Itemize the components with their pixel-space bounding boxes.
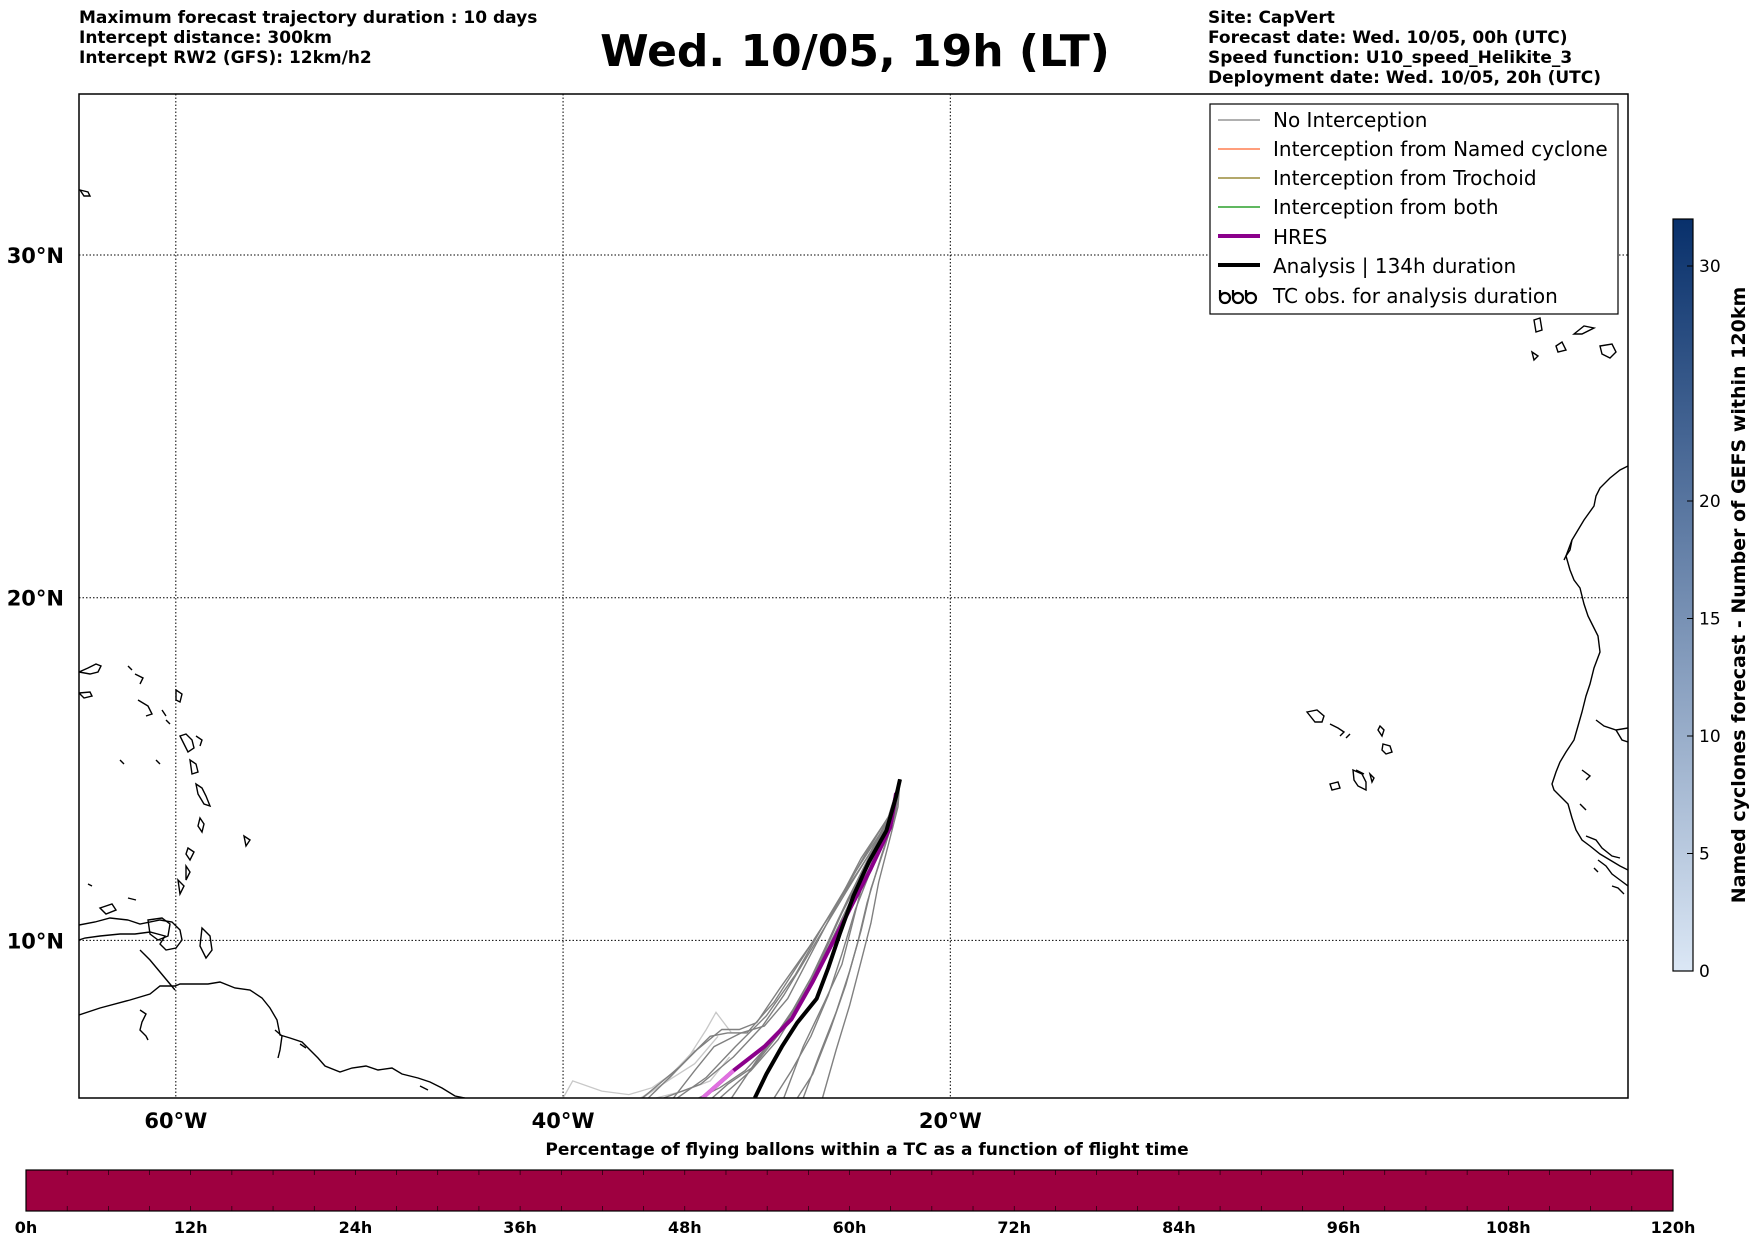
hbar-tick-label: 48h [668, 1218, 702, 1237]
ensemble-track [698, 779, 901, 1098]
hbar-tick-label: 84h [1162, 1218, 1196, 1237]
colorbar-tick-label: 0 [1699, 962, 1710, 982]
lon-labels: 60°W 40°W 20°W [144, 1109, 981, 1133]
ensemble-track [641, 779, 901, 1098]
analysis-track [752, 778, 902, 1098]
lon-tick-label: 40°W [532, 1109, 595, 1133]
legend-label-named-cyclone: Interception from Named cyclone [1273, 137, 1608, 161]
legend-label-hres: HRES [1273, 225, 1327, 249]
hbar-tick-label: 24h [339, 1218, 373, 1237]
hbar-tick-label: 12h [174, 1218, 208, 1237]
intercept-rw2-text: Intercept RW2 (GFS): 12km/h2 [79, 48, 372, 68]
legend-label-no-interception: No Interception [1273, 108, 1427, 132]
colorbar-vertical: 0 5 10 15 20 30 Named cyclones forecast - Num… [1672, 218, 1750, 982]
site-text: Site: CapVert [1208, 8, 1335, 28]
lat-tick-label: 20°N [7, 587, 64, 611]
hres-track [701, 792, 899, 1098]
deployment-date-text: Deployment date: Wed. 10/05, 20h (UTC) [1208, 68, 1602, 88]
colorbar-gradient [1672, 218, 1694, 972]
ensemble-track [672, 779, 901, 1098]
hbar-ticks: 0h 12h 24h 36h 48h 60h 72h 84h 96h 108h 120h [15, 1170, 1696, 1237]
hbar-tick-label: 60h [833, 1218, 867, 1237]
hbar-tick-label: 120h [1651, 1218, 1696, 1237]
hbar-fill [25, 1169, 1674, 1212]
legend-label-both: Interception from both [1273, 195, 1499, 219]
colorbar-tick-label: 30 [1699, 257, 1721, 277]
trajectory-tracks [562, 778, 902, 1098]
hbar-title: Percentage of flying ballons within a TC… [545, 1140, 1188, 1160]
hbar-tick-label: 72h [997, 1218, 1031, 1237]
legend-label-tc-obs: TC obs. for analysis duration [1272, 284, 1558, 308]
speed-function-text: Speed function: U10_speed_Helikite_3 [1208, 48, 1573, 68]
hbar-tick-label: 108h [1486, 1218, 1531, 1237]
colorbar-tick-label: 20 [1699, 492, 1721, 512]
colorbar-tick-label: 15 [1699, 610, 1721, 630]
lat-tick-label: 30°N [7, 244, 64, 268]
header-left-info: Maximum forecast trajectory duration : 1… [79, 8, 537, 68]
page-title: Wed. 10/05, 19h (LT) [600, 26, 1110, 77]
tc-symbol-icon [1218, 290, 1258, 305]
legend-label-analysis: Analysis | 134h duration [1273, 254, 1516, 278]
hres-track-faded [701, 1069, 735, 1098]
lat-tick-label: 10°N [7, 929, 64, 953]
colorbar-horizontal: Percentage of flying ballons within a TC… [15, 1140, 1696, 1237]
max-duration-text: Maximum forecast trajectory duration : 1… [79, 8, 538, 28]
legend-label-trochoid: Interception from Trochoid [1273, 166, 1537, 190]
lon-tick-label: 20°W [919, 1109, 982, 1133]
hbar-tick-label: 36h [503, 1218, 537, 1237]
legend: No Interception Interception from Named … [1209, 103, 1619, 315]
colorbar-tick-label: 5 [1699, 845, 1710, 865]
lat-labels: 30°N 20°N 10°N [7, 244, 64, 953]
colorbar-title: Named cyclones forecast - Number of GEFS… [1728, 287, 1750, 904]
colorbar-tick-label: 10 [1699, 727, 1721, 747]
colorbar-ticks: 0 5 10 15 20 30 [1687, 257, 1721, 982]
hbar-tick-label: 96h [1327, 1218, 1361, 1237]
lon-tick-label: 60°W [144, 1109, 207, 1133]
hbar-tick-label: 0h [15, 1218, 38, 1237]
map-grid [79, 94, 1628, 1098]
ensemble-track [821, 779, 901, 1098]
ensemble-track [676, 779, 901, 1098]
coastlines [79, 189, 1628, 1098]
forecast-date-text: Forecast date: Wed. 10/05, 00h (UTC) [1208, 28, 1568, 48]
header-right-info: Site: CapVert Forecast date: Wed. 10/05,… [1208, 8, 1601, 88]
intercept-distance-text: Intercept distance: 300km [79, 28, 332, 48]
